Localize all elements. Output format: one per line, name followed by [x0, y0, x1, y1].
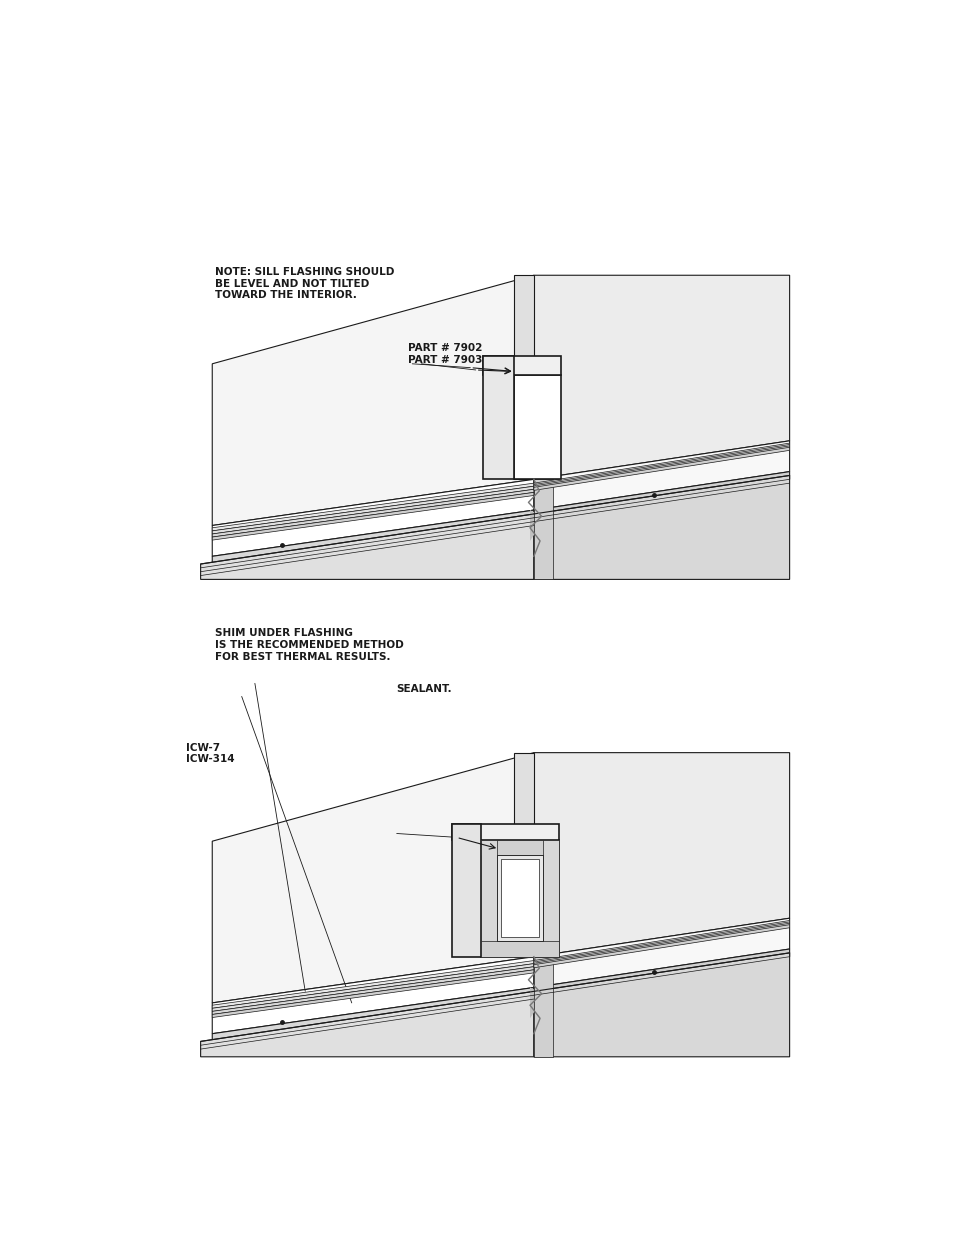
Polygon shape — [212, 957, 534, 1034]
Polygon shape — [514, 275, 534, 479]
Polygon shape — [480, 840, 497, 957]
Polygon shape — [534, 447, 789, 490]
Polygon shape — [452, 824, 558, 840]
Polygon shape — [514, 375, 560, 479]
Polygon shape — [212, 493, 534, 540]
Polygon shape — [542, 840, 558, 957]
Polygon shape — [534, 752, 789, 957]
Polygon shape — [530, 510, 545, 541]
Text: NOTE: SILL FLASHING SHOULD
BE LEVEL AND NOT TILTED
TOWARD THE INTERIOR.: NOTE: SILL FLASHING SHOULD BE LEVEL AND … — [215, 267, 395, 300]
Polygon shape — [534, 275, 789, 479]
Polygon shape — [534, 953, 789, 1057]
Polygon shape — [212, 988, 534, 1041]
Polygon shape — [212, 510, 534, 564]
Polygon shape — [480, 840, 558, 957]
Polygon shape — [534, 445, 789, 488]
Polygon shape — [534, 957, 549, 983]
Polygon shape — [534, 446, 789, 489]
Text: ICW-7
ICW-314: ICW-7 ICW-314 — [186, 742, 234, 764]
Polygon shape — [534, 441, 789, 510]
Polygon shape — [534, 918, 789, 988]
Polygon shape — [483, 356, 560, 375]
Polygon shape — [483, 356, 514, 479]
Polygon shape — [212, 487, 534, 534]
Polygon shape — [534, 479, 549, 506]
Polygon shape — [212, 961, 534, 1008]
Polygon shape — [534, 925, 789, 968]
Polygon shape — [534, 472, 789, 517]
Polygon shape — [534, 479, 553, 579]
Polygon shape — [534, 957, 553, 1057]
Text: PART # 7902
PART # 7903: PART # 7902 PART # 7903 — [407, 343, 481, 364]
Polygon shape — [480, 840, 558, 855]
Polygon shape — [514, 752, 534, 957]
Polygon shape — [452, 824, 480, 957]
Polygon shape — [212, 752, 534, 1003]
Polygon shape — [534, 475, 789, 579]
Polygon shape — [480, 941, 558, 957]
Polygon shape — [534, 920, 789, 963]
Polygon shape — [530, 988, 545, 1019]
Polygon shape — [534, 924, 789, 967]
Polygon shape — [212, 483, 534, 531]
Polygon shape — [212, 275, 534, 526]
Polygon shape — [534, 921, 789, 965]
Polygon shape — [497, 855, 542, 941]
Polygon shape — [212, 967, 534, 1014]
Polygon shape — [534, 443, 789, 487]
Polygon shape — [534, 948, 789, 995]
Polygon shape — [200, 992, 534, 1057]
Polygon shape — [212, 969, 534, 1018]
Polygon shape — [212, 479, 534, 556]
Polygon shape — [212, 963, 534, 1011]
Text: SEALANT.: SEALANT. — [396, 684, 452, 694]
Text: SHIM UNDER FLASHING
IS THE RECOMMENDED METHOD
FOR BEST THERMAL RESULTS.: SHIM UNDER FLASHING IS THE RECOMMENDED M… — [215, 629, 404, 662]
Polygon shape — [212, 489, 534, 537]
Polygon shape — [500, 858, 538, 937]
Polygon shape — [200, 514, 534, 579]
